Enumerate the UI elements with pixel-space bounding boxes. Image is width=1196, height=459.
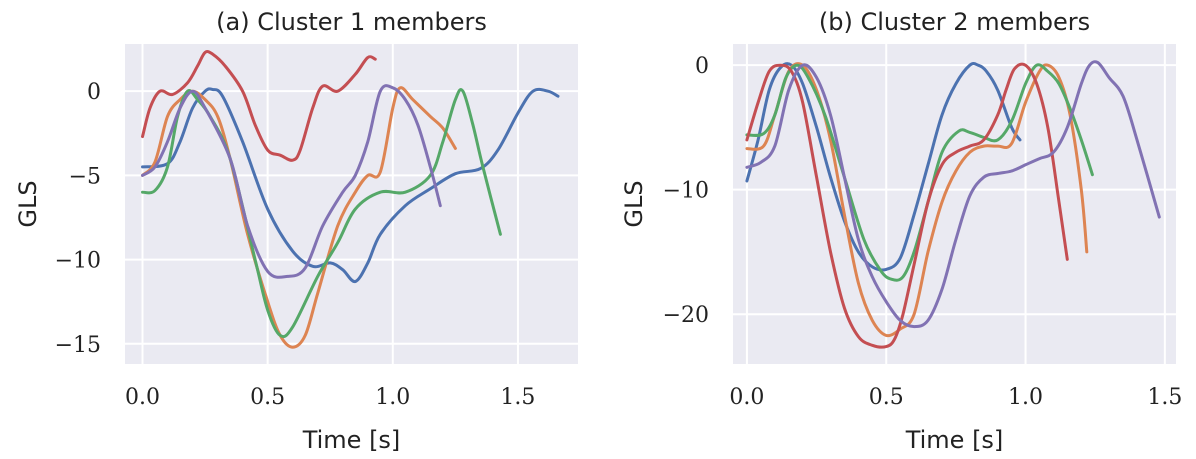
y-tick-label: 0 <box>695 54 709 79</box>
series-group-a <box>141 50 560 349</box>
series-line-b-4 <box>745 62 1069 349</box>
x-axis-label-b: Time [s] <box>905 426 1004 454</box>
panel-cluster-2: 0.0 0.5 1.0 1.5 0 −10 −20 (b) Cluster 2 membe… <box>620 8 1182 454</box>
x-tick-labels-a: 0.0 0.5 1.0 1.5 <box>125 385 535 410</box>
panel-cluster-1: 0.0 0.5 1.0 1.5 0 −5 −10 −15 (a) Cluster 1 mem… <box>14 8 578 454</box>
y-tick-label: 0 <box>87 80 101 105</box>
y-tick-label: −5 <box>69 164 101 189</box>
x-tick-label: 0.0 <box>125 385 160 410</box>
series-group-b <box>745 60 1161 349</box>
x-tick-label: 0.5 <box>250 385 285 410</box>
series-line-b-1 <box>745 62 1022 272</box>
series-line-b-2 <box>745 62 1089 338</box>
x-tick-labels-b: 0.0 0.5 1.0 1.5 <box>729 385 1182 410</box>
series-line-a-5 <box>141 84 442 279</box>
chart-title-b: (b) Cluster 2 members <box>819 8 1090 36</box>
y-tick-labels-a: 0 −5 −10 −15 <box>55 80 101 358</box>
y-axis-label-a: GLS <box>14 180 42 227</box>
x-tick-label: 1.5 <box>500 385 535 410</box>
series-line-a-3 <box>141 88 502 339</box>
y-tick-label: −20 <box>663 303 709 328</box>
y-axis-label-b: GLS <box>620 180 648 227</box>
y-tick-label: −10 <box>663 179 709 204</box>
y-tick-label: −15 <box>55 333 101 358</box>
series-line-a-4 <box>141 50 377 162</box>
x-tick-label: 1.0 <box>1008 385 1043 410</box>
series-line-b-5 <box>745 60 1161 329</box>
x-tick-label: 1.0 <box>375 385 410 410</box>
chart-title-a: (a) Cluster 1 members <box>216 8 487 36</box>
y-tick-label: −10 <box>55 249 101 274</box>
x-axis-label-a: Time [s] <box>302 426 401 454</box>
x-tick-label: 1.5 <box>1147 385 1182 410</box>
x-tick-label: 0.0 <box>729 385 764 410</box>
series-line-a-1 <box>141 87 560 284</box>
grid-a <box>125 44 578 364</box>
y-tick-labels-b: 0 −10 −20 <box>663 54 709 328</box>
x-tick-label: 0.5 <box>869 385 904 410</box>
